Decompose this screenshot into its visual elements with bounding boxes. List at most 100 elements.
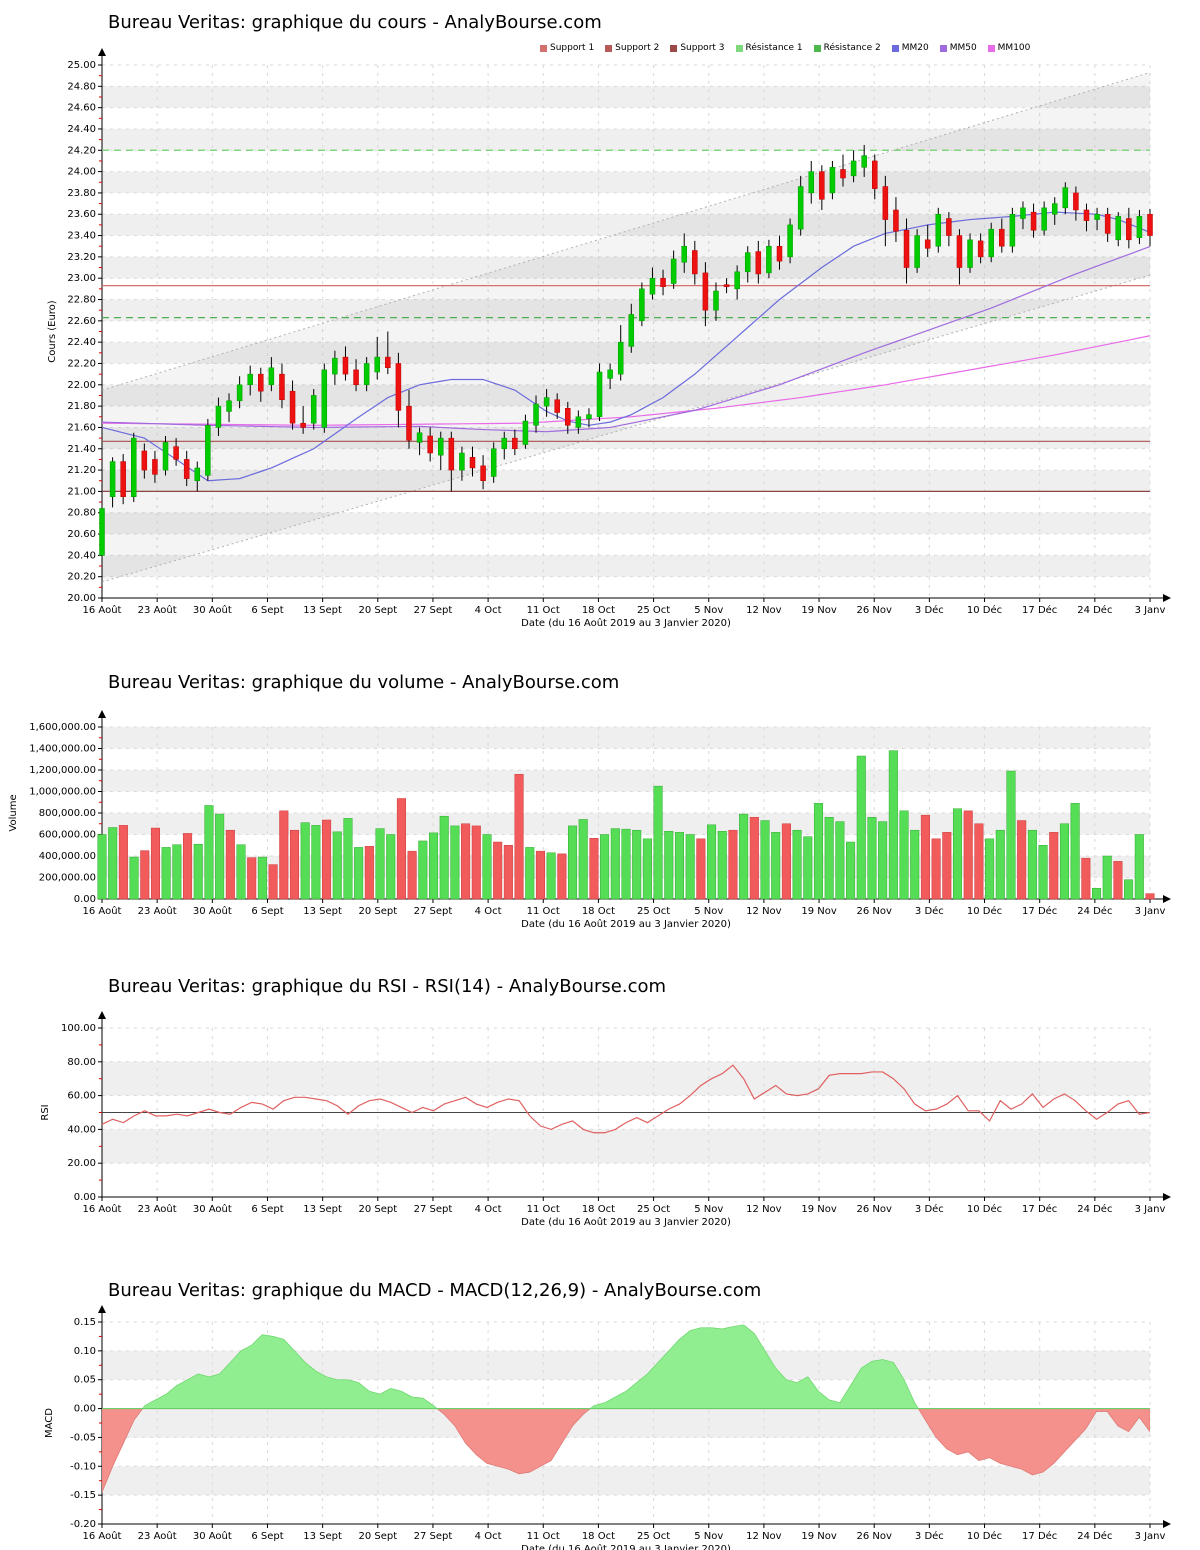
svg-text:18 Oct: 18 Oct — [582, 1204, 615, 1215]
svg-text:RSI: RSI — [40, 1104, 51, 1120]
legend-item-mm100: MM100 — [987, 43, 1030, 53]
svg-text:24 Déc: 24 Déc — [1077, 604, 1112, 616]
svg-text:18 Oct: 18 Oct — [582, 906, 615, 917]
svg-text:24 Déc: 24 Déc — [1077, 1203, 1112, 1215]
svg-text:600,000.00: 600,000.00 — [39, 830, 96, 841]
legend-swatch-icon — [813, 44, 821, 52]
svg-text:26 Nov: 26 Nov — [856, 605, 892, 616]
svg-text:10 Déc: 10 Déc — [967, 1530, 1002, 1542]
svg-text:11 Oct: 11 Oct — [527, 1531, 560, 1542]
svg-text:20.80: 20.80 — [67, 508, 96, 519]
svg-text:23 Août: 23 Août — [138, 1203, 177, 1215]
svg-text:3 Déc: 3 Déc — [915, 1203, 944, 1215]
svg-text:10 Déc: 10 Déc — [967, 604, 1002, 616]
svg-text:200,000.00: 200,000.00 — [39, 873, 96, 884]
svg-text:13 Sept: 13 Sept — [303, 906, 342, 917]
svg-text:5 Nov: 5 Nov — [694, 605, 723, 616]
svg-text:5 Nov: 5 Nov — [694, 1204, 723, 1215]
legend-swatch-icon — [939, 44, 947, 52]
legend-item-support-2: Support 2 — [605, 43, 659, 53]
svg-text:Date (du 16 Août 2019 au 3 Jan: Date (du 16 Août 2019 au 3 Janvier 2020) — [521, 1216, 731, 1228]
svg-text:21.60: 21.60 — [67, 422, 96, 433]
svg-text:3 Janv: 3 Janv — [1135, 1531, 1166, 1542]
svg-text:22.80: 22.80 — [67, 295, 96, 306]
svg-text:20.60: 20.60 — [67, 529, 96, 540]
svg-text:16 Août: 16 Août — [83, 905, 122, 917]
svg-text:10 Déc: 10 Déc — [967, 905, 1002, 917]
svg-text:25 Oct: 25 Oct — [637, 1204, 670, 1215]
svg-text:22.40: 22.40 — [67, 337, 96, 348]
legend-swatch-icon — [540, 44, 547, 52]
svg-text:-0.20: -0.20 — [70, 1519, 96, 1530]
svg-text:16 Août: 16 Août — [83, 1203, 122, 1215]
svg-text:25.00: 25.00 — [67, 60, 96, 71]
svg-text:0.10: 0.10 — [74, 1346, 96, 1357]
svg-text:23 Août: 23 Août — [138, 1530, 177, 1542]
legend-item-résistance-1: Résistance 1 — [735, 43, 803, 53]
svg-text:24.40: 24.40 — [67, 124, 96, 135]
svg-text:20 Sept: 20 Sept — [358, 1531, 397, 1542]
svg-text:19 Nov: 19 Nov — [801, 1531, 837, 1542]
svg-text:24 Déc: 24 Déc — [1077, 1530, 1112, 1542]
svg-text:20.00: 20.00 — [67, 1158, 96, 1169]
svg-text:17 Déc: 17 Déc — [1022, 1203, 1057, 1215]
svg-text:30 Août: 30 Août — [193, 1530, 232, 1542]
svg-text:3 Janv: 3 Janv — [1135, 605, 1166, 616]
svg-text:24.00: 24.00 — [67, 167, 96, 178]
svg-text:19 Nov: 19 Nov — [801, 906, 837, 917]
svg-text:-0.10: -0.10 — [70, 1461, 96, 1472]
legend-item-support-1: Support 1 — [540, 43, 594, 53]
svg-text:6 Sept: 6 Sept — [251, 605, 283, 616]
svg-text:20.20: 20.20 — [67, 572, 96, 583]
legend-swatch-icon — [735, 44, 743, 52]
svg-text:27 Sept: 27 Sept — [414, 1531, 453, 1542]
legend-item-résistance-2: Résistance 2 — [813, 43, 881, 53]
svg-text:23.00: 23.00 — [67, 273, 96, 284]
svg-text:25 Oct: 25 Oct — [637, 605, 670, 616]
svg-text:10 Déc: 10 Déc — [967, 1203, 1002, 1215]
svg-text:13 Sept: 13 Sept — [303, 605, 342, 616]
svg-text:12 Nov: 12 Nov — [746, 605, 782, 616]
svg-text:20 Sept: 20 Sept — [358, 605, 397, 616]
svg-text:16 Août: 16 Août — [83, 1530, 122, 1542]
svg-text:25 Oct: 25 Oct — [637, 906, 670, 917]
svg-text:6 Sept: 6 Sept — [251, 1531, 283, 1542]
svg-text:18 Oct: 18 Oct — [582, 605, 615, 616]
svg-text:26 Nov: 26 Nov — [856, 906, 892, 917]
svg-text:Date (du 16 Août 2019 au 3 Jan: Date (du 16 Août 2019 au 3 Janvier 2020) — [521, 617, 731, 629]
svg-text:4 Oct: 4 Oct — [475, 906, 502, 917]
svg-text:21.20: 21.20 — [67, 465, 96, 476]
svg-text:23.80: 23.80 — [67, 188, 96, 199]
svg-text:23.60: 23.60 — [67, 209, 96, 220]
svg-text:22.00: 22.00 — [67, 380, 96, 391]
legend-item-mm50: MM50 — [939, 43, 977, 53]
svg-text:0.05: 0.05 — [74, 1375, 96, 1386]
svg-text:5 Nov: 5 Nov — [694, 1531, 723, 1542]
svg-text:17 Déc: 17 Déc — [1022, 1530, 1057, 1542]
svg-text:20.00: 20.00 — [67, 593, 96, 604]
svg-text:1,600,000.00: 1,600,000.00 — [29, 722, 96, 733]
svg-text:26 Nov: 26 Nov — [856, 1531, 892, 1542]
svg-text:27 Sept: 27 Sept — [414, 605, 453, 616]
svg-text:1,400,000.00: 1,400,000.00 — [29, 744, 96, 755]
svg-text:25 Oct: 25 Oct — [637, 1531, 670, 1542]
svg-text:3 Janv: 3 Janv — [1135, 1204, 1166, 1215]
legend-item-support-3: Support 3 — [670, 43, 725, 53]
svg-text:26 Nov: 26 Nov — [856, 1204, 892, 1215]
svg-text:800,000.00: 800,000.00 — [39, 808, 96, 819]
svg-text:22.20: 22.20 — [67, 358, 96, 369]
svg-text:11 Oct: 11 Oct — [527, 1204, 560, 1215]
svg-text:4 Oct: 4 Oct — [475, 1204, 502, 1215]
svg-text:17 Déc: 17 Déc — [1022, 604, 1057, 616]
svg-text:19 Nov: 19 Nov — [801, 605, 837, 616]
svg-text:19 Nov: 19 Nov — [801, 1204, 837, 1215]
svg-text:4 Oct: 4 Oct — [475, 1531, 502, 1542]
svg-text:MACD: MACD — [44, 1408, 55, 1438]
svg-text:12 Nov: 12 Nov — [746, 1531, 782, 1542]
svg-text:30 Août: 30 Août — [193, 604, 232, 616]
svg-text:6 Sept: 6 Sept — [251, 906, 283, 917]
svg-text:3 Déc: 3 Déc — [915, 604, 944, 616]
svg-text:27 Sept: 27 Sept — [414, 1204, 453, 1215]
svg-text:16 Août: 16 Août — [83, 604, 122, 616]
price-chart-title: Bureau Veritas: graphique du cours - Ana… — [108, 12, 602, 33]
